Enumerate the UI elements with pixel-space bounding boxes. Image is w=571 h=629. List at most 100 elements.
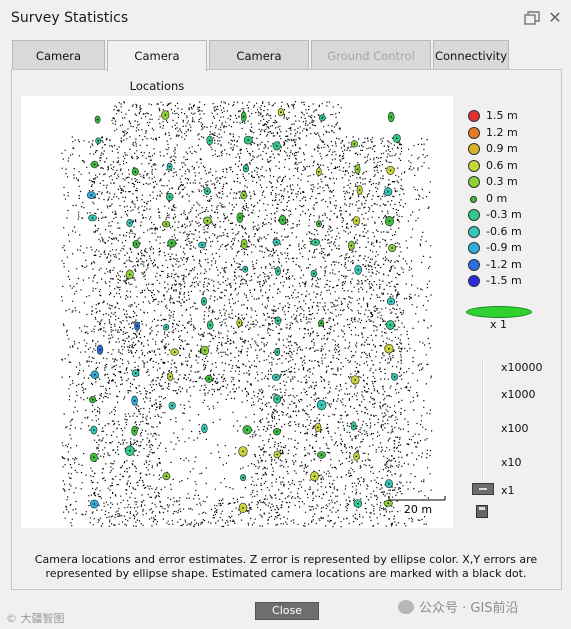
legend-item: 0.6 m xyxy=(464,158,554,174)
exaggeration-label: x100 xyxy=(501,422,529,435)
camera-location-dot xyxy=(242,194,245,196)
camera-location-dot xyxy=(206,190,209,192)
plot-canvas: 20 m xyxy=(61,101,446,528)
legend-swatch xyxy=(468,110,480,122)
camera-location-dot xyxy=(277,319,279,322)
legend-swatch xyxy=(468,159,480,172)
camera-location-dot xyxy=(203,300,205,303)
legend-swatch xyxy=(468,176,480,188)
tie-point-cloud xyxy=(61,101,433,528)
camera-location-dot xyxy=(247,139,249,141)
camera-location-dot xyxy=(204,349,206,352)
camera-location-dot xyxy=(393,376,396,378)
camera-location-dot xyxy=(93,456,95,459)
camera-location-dot xyxy=(320,322,322,324)
camera-location-dot xyxy=(275,241,278,243)
camera-location-dot xyxy=(275,376,277,379)
xy-error-scale-label: x 1 xyxy=(490,318,508,331)
camera-location-dot xyxy=(277,270,279,272)
xy-error-scale-ellipse xyxy=(466,306,532,318)
exaggeration-label: x1 xyxy=(501,484,515,497)
save-icon[interactable] xyxy=(476,505,488,518)
scale-bar: 20 m xyxy=(388,496,446,516)
tab-camera-locations[interactable]: Camera Locations xyxy=(107,40,207,93)
camera-location-dot xyxy=(201,244,203,246)
camera-location-dot xyxy=(275,145,278,147)
camera-markers xyxy=(86,108,401,514)
camera-location-dot xyxy=(209,324,211,326)
camera-location-dot xyxy=(171,404,173,407)
camera-location-dot xyxy=(239,216,241,219)
camera-location-dot xyxy=(389,324,392,326)
camera-location-dot xyxy=(245,167,247,170)
camera-location-dot xyxy=(173,351,176,353)
legend-item: 0.9 m xyxy=(464,141,554,157)
legend-item: 0 m xyxy=(464,191,554,207)
watermark-left: © 大疆智图 xyxy=(6,612,65,625)
camera-location-dot xyxy=(93,163,96,166)
camera-location-dot xyxy=(90,194,93,196)
camera-location-dot xyxy=(388,482,390,485)
camera-location-dot xyxy=(99,348,101,351)
camera-location-dot xyxy=(281,219,284,221)
camera-location-dot xyxy=(94,373,96,376)
camera-location-dot xyxy=(136,325,138,327)
legend-swatch xyxy=(468,275,480,287)
camera-location-dot xyxy=(388,347,390,350)
legend-item: 0.3 m xyxy=(464,174,554,190)
tab-camera-rotations[interactable]: Camera Rotations xyxy=(209,40,309,93)
camera-location-dot xyxy=(238,321,241,324)
close-button[interactable]: Close xyxy=(255,602,319,620)
camera-location-dot xyxy=(276,398,278,400)
camera-location-dot xyxy=(246,429,248,431)
camera-location-dot xyxy=(135,243,138,245)
tab-camera-overlap[interactable]: Camera Overlap xyxy=(12,40,105,93)
camera-location-dot xyxy=(276,351,278,353)
legend-item: -0.9 m xyxy=(464,240,554,256)
camera-location-dot xyxy=(96,118,99,121)
camera-location-dot xyxy=(91,398,94,401)
camera-location-dot xyxy=(357,269,360,271)
camera-location-dot xyxy=(165,326,167,328)
exaggeration-label: x10 xyxy=(501,456,522,469)
camera-location-dot xyxy=(389,169,392,172)
camera-location-dot xyxy=(128,273,131,276)
title-bar: Survey Statistics ✕ xyxy=(0,0,571,36)
camera-location-dot xyxy=(165,475,168,478)
camera-location-dot xyxy=(318,170,320,173)
exaggeration-slider-handle[interactable] xyxy=(472,483,494,495)
camera-location-dot xyxy=(93,429,95,431)
scale-bar-label: 20 m xyxy=(404,503,432,516)
camera-location-dot xyxy=(388,220,391,222)
tab-connectivity[interactable]: Connectivity xyxy=(433,40,509,70)
camera-location-dot xyxy=(128,222,131,224)
exaggeration-slider-track[interactable] xyxy=(482,360,484,486)
camera-location-dot xyxy=(313,272,315,275)
camera-location-dot xyxy=(276,453,278,456)
legend-swatch xyxy=(470,195,477,203)
camera-location-dot xyxy=(242,507,244,509)
camera-location-dot xyxy=(390,116,393,118)
camera-location-dot xyxy=(242,116,245,118)
camera-location-dot xyxy=(313,475,316,478)
camera-location-dot xyxy=(387,502,390,505)
camera-location-dot xyxy=(353,143,356,145)
camera-location-dot xyxy=(243,243,245,245)
close-icon[interactable]: ✕ xyxy=(548,8,562,27)
camera-location-dot xyxy=(396,137,398,140)
camera-location-dot xyxy=(357,502,359,505)
restore-icon[interactable] xyxy=(524,11,540,25)
camera-location-dot xyxy=(352,425,355,427)
camera-locations-plot[interactable]: 20 m xyxy=(21,96,453,528)
camera-location-dot xyxy=(320,454,323,456)
camera-location-dot xyxy=(203,427,206,430)
legend-item: -1.2 m xyxy=(464,257,554,273)
camera-location-dot xyxy=(321,117,324,119)
camera-location-dot xyxy=(168,196,171,198)
camera-location-dot xyxy=(169,375,172,378)
exaggeration-label: x10000 xyxy=(501,361,543,374)
legend-item: 1.2 m xyxy=(464,125,554,141)
tab-ground-control-points: Ground Control Points xyxy=(311,40,431,93)
camera-location-dot xyxy=(208,378,210,380)
camera-location-dot xyxy=(242,476,244,479)
